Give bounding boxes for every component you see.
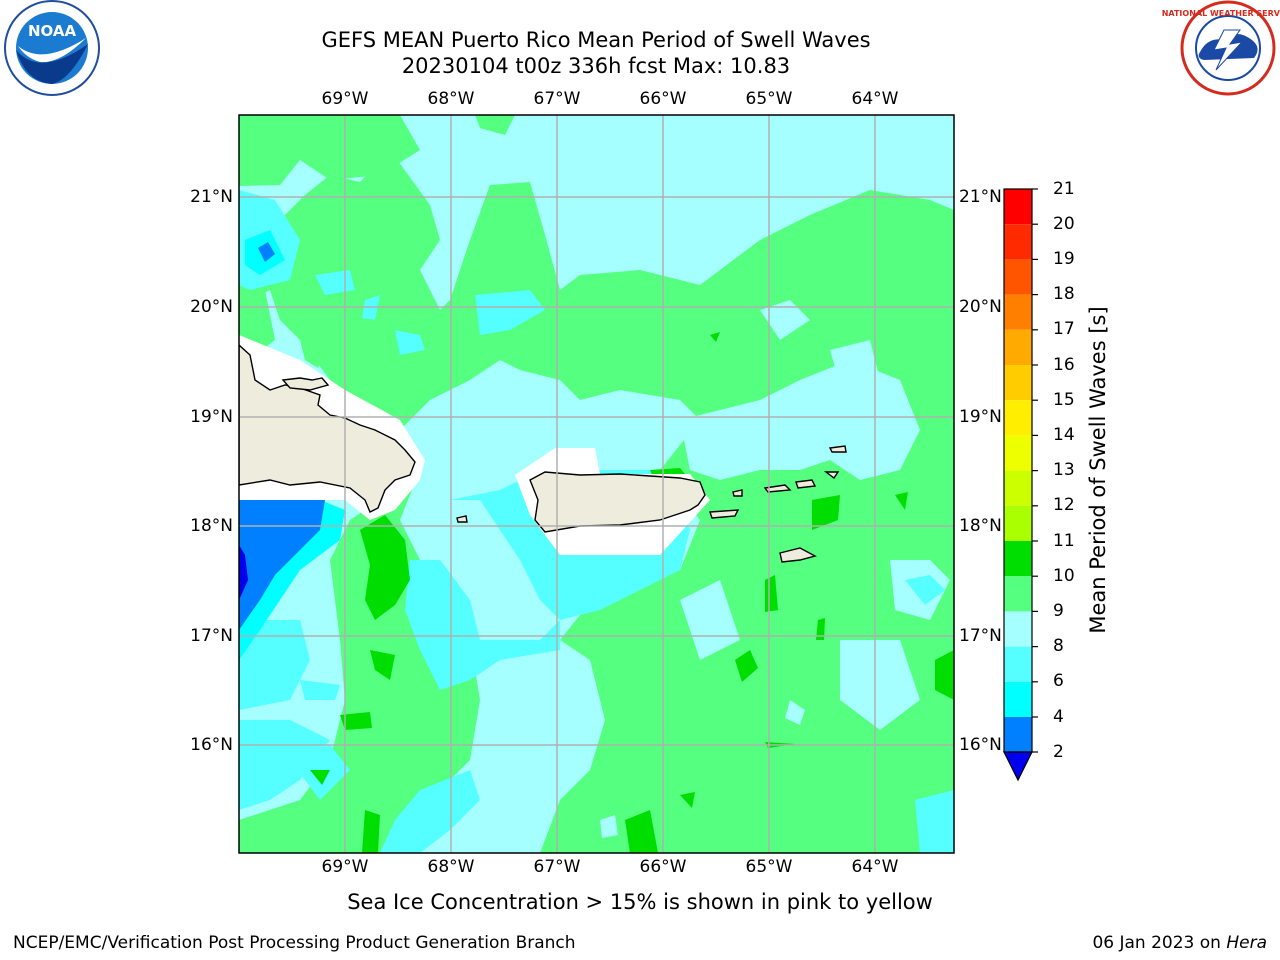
lon-label-bottom-67w: 67°W [533,857,581,877]
svg-text:NOAA: NOAA [28,22,77,40]
lat-label-left-18n: 18°N [190,516,233,536]
colorbar-level-20-21 [1004,189,1032,225]
period-8-9-pockets [600,300,950,838]
colorbar-level-15-16 [1004,365,1032,401]
lat-label-left-16n: 16°N [190,735,233,755]
lon-label-top-64w: 64°W [851,89,899,109]
lon-label-top-66w: 66°W [639,89,687,109]
machine-name: Hera [1226,933,1267,953]
colorbar-under-arrow [1003,751,1033,782]
puerto-rico-land [529,471,706,533]
colorbar-level-10-11 [1004,541,1032,577]
colorbar-label-6: 6 [1053,671,1064,691]
lon-label-top-65w: 65°W [745,89,793,109]
mona-island-land [456,515,468,523]
lon-label-top-69w: 69°W [321,89,369,109]
virgin-islands-land [779,547,817,563]
lon-label-bottom-64w: 64°W [851,857,899,877]
map-frame [238,114,955,854]
lon-label-top-67w: 67°W [533,89,581,109]
colorbar-label-18: 18 [1053,284,1075,304]
colorbar-label-10: 10 [1053,566,1075,586]
colorbar-label-8: 8 [1053,636,1064,656]
colorbar-level-19-20 [1004,224,1032,260]
colorbar-level-2-4 [1004,717,1032,753]
lon-label-top-68w: 68°W [427,89,475,109]
anegada-land [828,445,847,453]
colorbar-level-17-18 [1004,294,1032,330]
colorbar-level-16-17 [1004,329,1032,365]
colorbar-label-16: 16 [1053,355,1075,375]
colorbar-label-11: 11 [1053,531,1075,551]
lat-label-right-18n: 18°N [959,516,1002,536]
period-2-4-regions [239,242,325,630]
lat-label-right-17n: 17°N [959,626,1002,646]
graticule [239,115,954,853]
colorbar-ticks [1032,188,1038,753]
colorbar-level-8-9 [1004,611,1032,647]
colorbar-label-17: 17 [1053,319,1075,339]
colorbar-level-4-6 [1004,681,1032,717]
sombrero-land [823,471,840,480]
colorbar-label-15: 15 [1053,390,1075,410]
colorbar-label-2: 2 [1053,742,1064,762]
saona-land [281,377,330,391]
lat-label-right-20n: 20°N [959,297,1002,317]
sea-ice-note: Sea Ice Concentration > 15% is shown in … [347,890,933,914]
period-below-2-region [239,545,248,600]
lon-label-bottom-65w: 65°W [745,857,793,877]
colorbar-label-21: 21 [1053,179,1075,199]
colorbar-level-18-19 [1004,259,1032,295]
lat-label-right-19n: 19°N [959,407,1002,427]
plot-title: GEFS MEAN Puerto Rico Mean Period of Swe… [321,28,871,52]
colorbar-label-4: 4 [1053,707,1064,727]
colorbar-level-14-15 [1004,400,1032,436]
colorbar-label-12: 12 [1053,495,1075,515]
lon-label-bottom-69w: 69°W [321,857,369,877]
plot-subtitle: 20230104 t00z 336h fcst Max: 10.83 [401,54,791,78]
svg-text:NATIONAL WEATHER SERVICE: NATIONAL WEATHER SERVICE [1162,9,1280,18]
lat-label-right-21n: 21°N [959,187,1002,207]
lat-label-left-17n: 17°N [190,626,233,646]
nws-logo-icon: NATIONAL WEATHER SERVICE [1162,0,1280,96]
land-shapes [239,344,847,563]
st-thomas-land [763,484,792,493]
tortola-land [795,479,817,489]
colorbar-level-12-13 [1004,470,1032,506]
colorbar-label-13: 13 [1053,460,1075,480]
colorbar-label-20: 20 [1053,214,1075,234]
colorbar-level-13-14 [1004,435,1032,471]
swell-period-map [239,115,954,853]
colorbar-level-9-10 [1004,576,1032,612]
colorbar-label-9: 9 [1053,601,1064,621]
colorbar [1003,188,1038,782]
vieques-land [709,509,740,519]
noaa-logo-icon: NOAA [4,0,100,96]
lon-label-bottom-66w: 66°W [639,857,687,877]
lat-label-left-21n: 21°N [190,187,233,207]
generation-date: 06 Jan 2023 on Hera [1092,933,1267,953]
colorbar-level-6-8 [1004,646,1032,682]
lon-label-bottom-68w: 68°W [427,857,475,877]
producer-credit: NCEP/EMC/Verification Post Processing Pr… [13,933,576,953]
lat-label-left-20n: 20°N [190,297,233,317]
lat-label-left-19n: 19°N [190,407,233,427]
culebra-land [732,489,743,497]
colorbar-label-14: 14 [1053,425,1075,445]
colorbar-label-19: 19 [1053,249,1075,269]
colorbar-level-11-12 [1004,505,1032,541]
lat-label-right-16n: 16°N [959,735,1002,755]
